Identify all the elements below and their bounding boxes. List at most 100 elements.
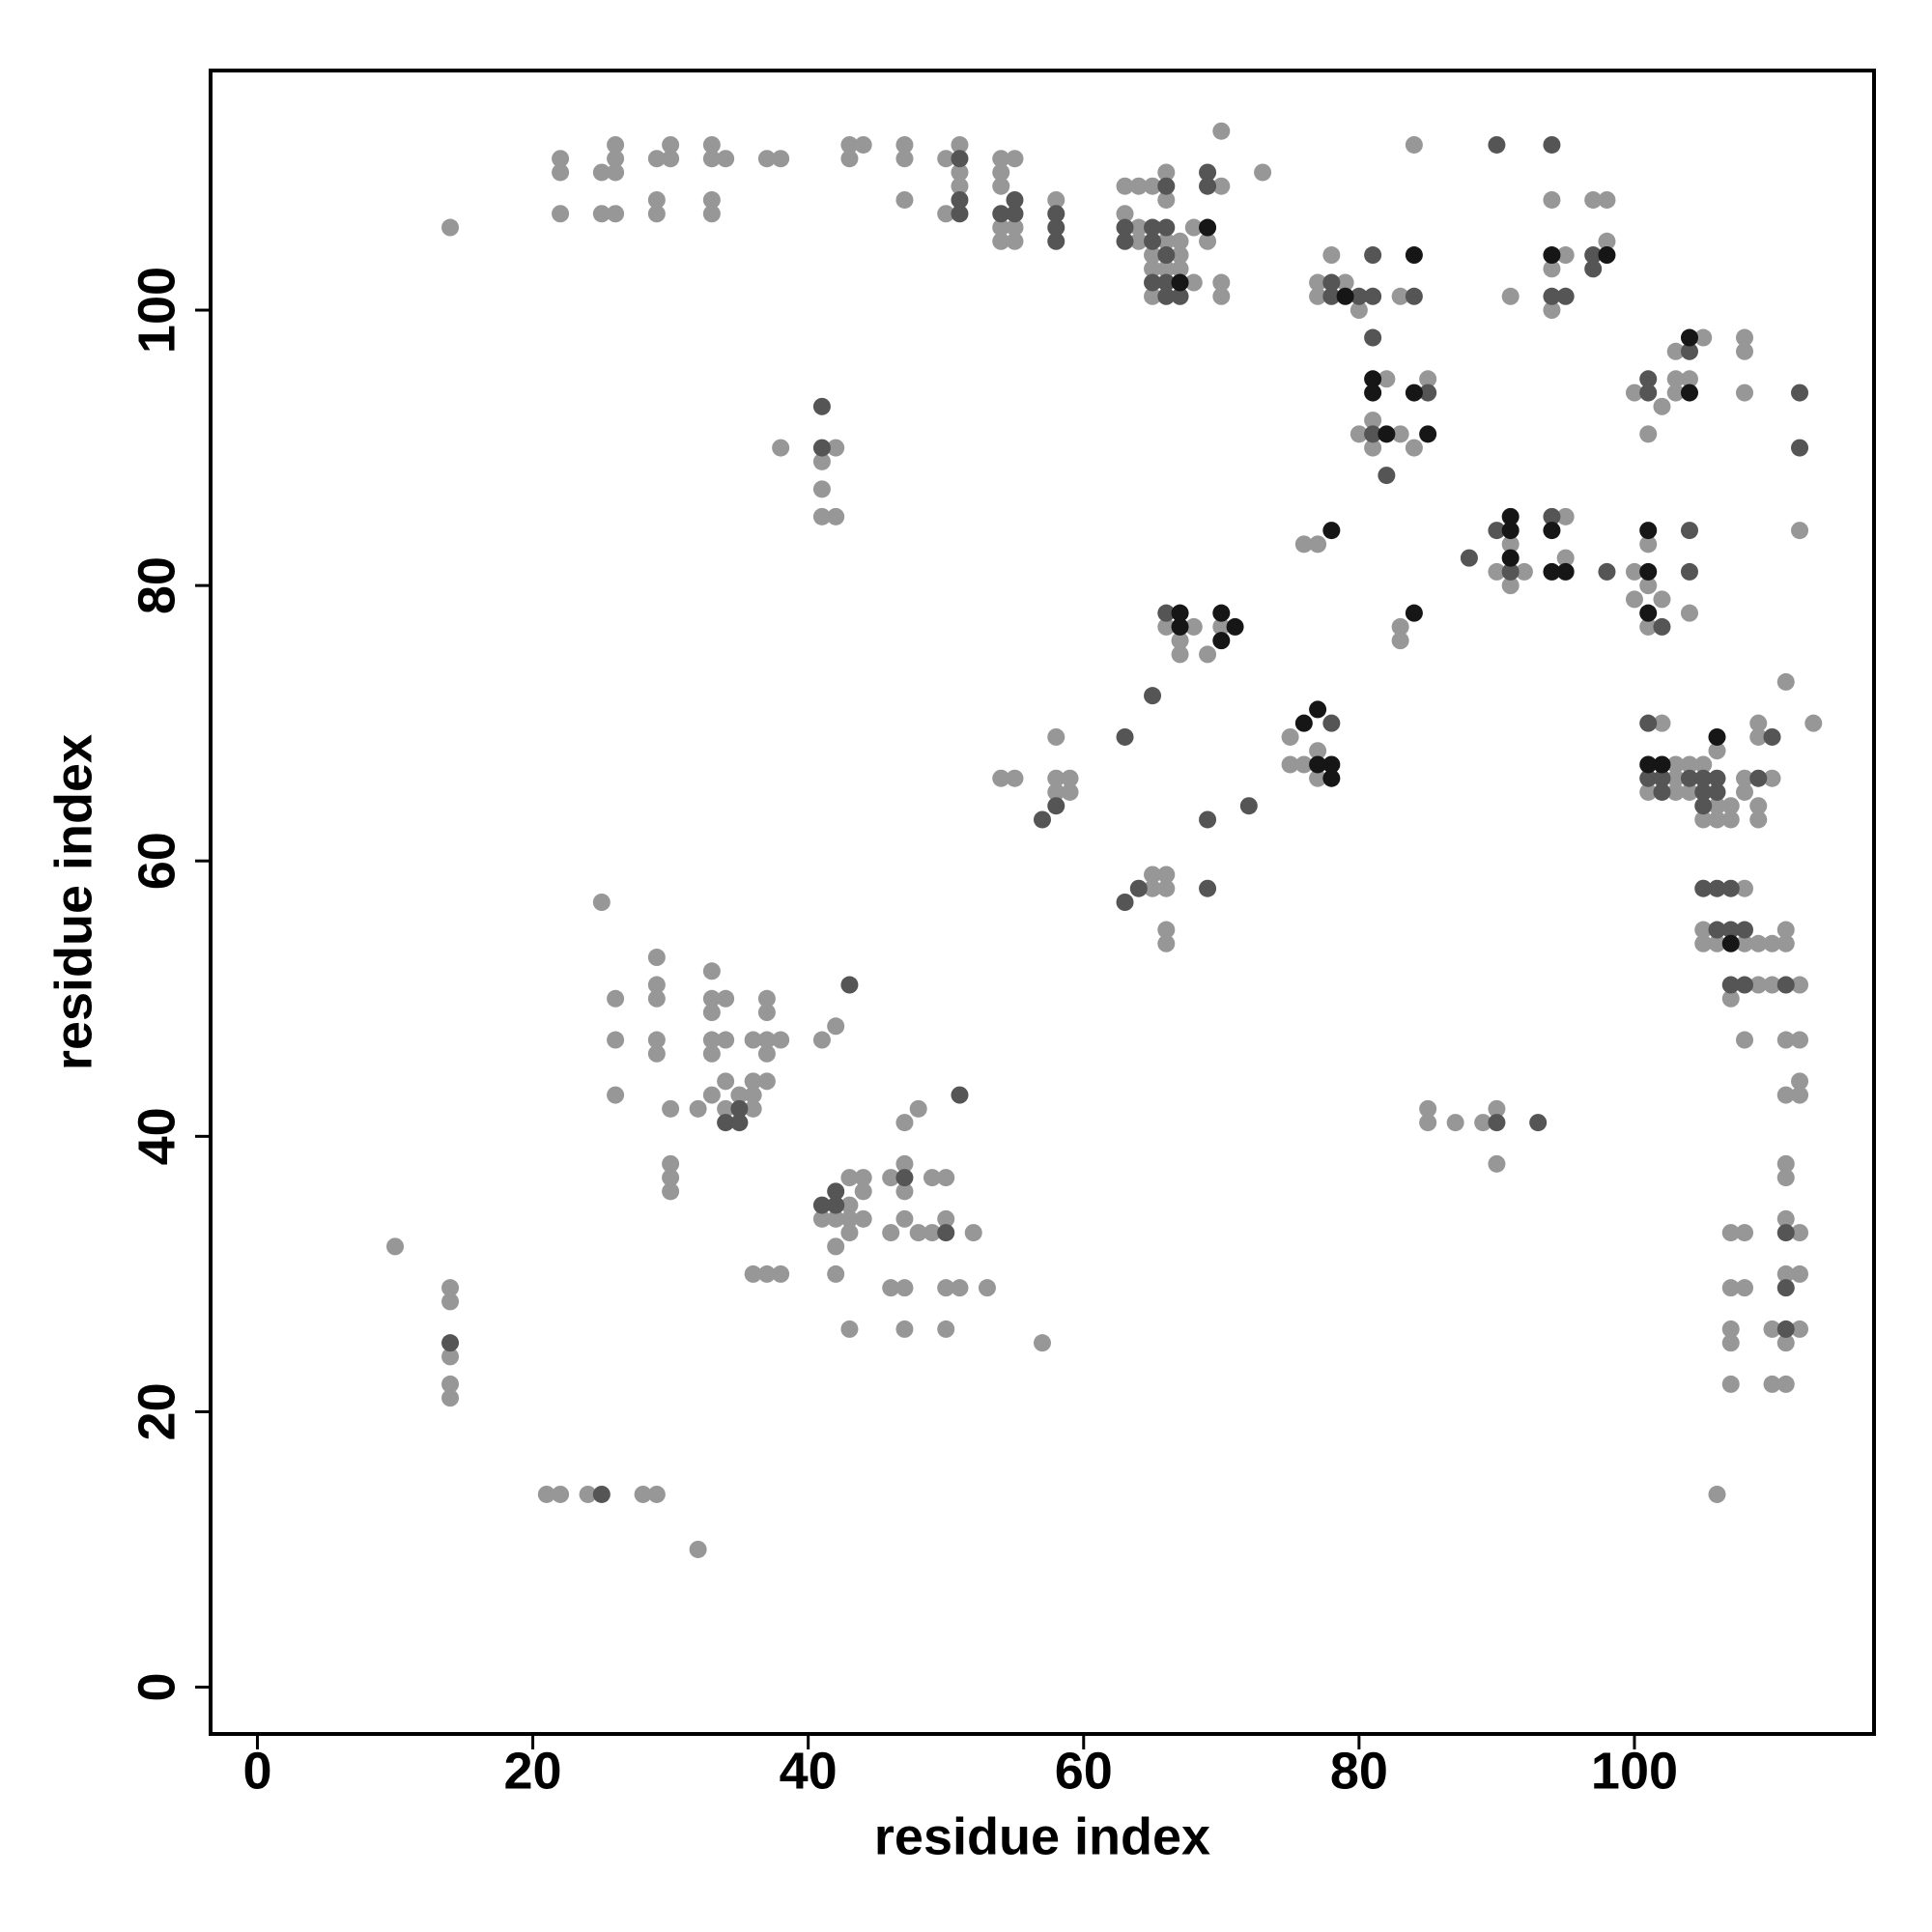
point — [1694, 797, 1713, 815]
point — [1171, 617, 1189, 636]
point — [1776, 934, 1795, 952]
point — [1776, 1264, 1795, 1283]
point — [1776, 672, 1795, 691]
point — [1721, 879, 1740, 897]
point — [662, 1169, 680, 1187]
point — [1212, 604, 1231, 622]
point — [441, 1348, 460, 1366]
point — [1791, 1264, 1809, 1283]
point — [1309, 700, 1327, 719]
point — [1625, 384, 1643, 402]
point — [937, 1169, 955, 1187]
point — [1129, 218, 1148, 237]
point — [1543, 260, 1561, 278]
point — [1736, 879, 1754, 897]
point — [662, 1182, 680, 1201]
point — [992, 769, 1010, 787]
point — [634, 1485, 652, 1503]
point — [1281, 755, 1299, 774]
point — [717, 1031, 735, 1049]
point — [1543, 522, 1561, 540]
point — [647, 949, 666, 967]
point — [1144, 879, 1162, 897]
point — [1157, 232, 1176, 250]
point — [1680, 604, 1698, 622]
point — [1157, 604, 1176, 622]
point — [1322, 769, 1341, 787]
point — [1680, 769, 1698, 787]
point — [1199, 218, 1217, 237]
point — [730, 1099, 749, 1118]
point — [1419, 370, 1437, 388]
point — [647, 1044, 666, 1063]
point — [1460, 549, 1478, 567]
point — [1791, 439, 1809, 457]
point — [923, 1224, 941, 1242]
point — [1543, 190, 1561, 209]
point — [1598, 562, 1616, 581]
point — [895, 1320, 914, 1338]
point — [1791, 1031, 1809, 1049]
point — [647, 190, 666, 209]
point — [1061, 769, 1079, 787]
point — [1776, 1224, 1795, 1242]
point — [1598, 246, 1616, 265]
point — [1239, 797, 1258, 815]
point — [647, 1031, 666, 1049]
point — [1639, 782, 1658, 801]
point — [1405, 135, 1423, 154]
y-tick-label: 0 — [128, 1673, 185, 1702]
y-tick-label: 100 — [128, 267, 185, 354]
point — [895, 1114, 914, 1132]
point — [1639, 384, 1658, 402]
point — [744, 1072, 762, 1091]
point — [1212, 122, 1231, 140]
point — [592, 894, 611, 911]
point — [1639, 535, 1658, 554]
point — [1763, 934, 1781, 952]
point — [937, 1320, 955, 1338]
point — [1666, 755, 1685, 774]
point — [1144, 246, 1162, 265]
point — [386, 1237, 405, 1256]
point — [1144, 866, 1162, 884]
point — [937, 1209, 955, 1228]
point — [1364, 425, 1382, 443]
point — [1721, 1320, 1740, 1338]
point — [1047, 797, 1065, 815]
point — [1736, 1279, 1754, 1297]
point — [1736, 384, 1754, 402]
point — [772, 1264, 790, 1283]
point — [840, 976, 859, 994]
point — [552, 163, 570, 182]
point — [607, 989, 625, 1008]
point — [1639, 617, 1658, 636]
point — [1666, 370, 1685, 388]
point — [964, 1224, 982, 1242]
point — [812, 1031, 831, 1049]
point — [1804, 714, 1823, 732]
point — [1721, 934, 1740, 952]
point — [772, 150, 790, 168]
point — [1708, 727, 1726, 746]
point — [1556, 507, 1575, 526]
point — [1749, 976, 1768, 994]
point — [552, 205, 570, 223]
point — [1364, 287, 1382, 305]
point — [592, 163, 611, 182]
point — [1625, 590, 1643, 609]
point — [1336, 287, 1354, 305]
point — [1556, 246, 1575, 265]
point — [1776, 1169, 1795, 1187]
point — [1294, 535, 1313, 554]
point — [951, 1279, 969, 1297]
point — [1666, 384, 1685, 402]
point — [840, 1196, 859, 1214]
point — [1543, 246, 1561, 265]
point — [1680, 370, 1698, 388]
point — [1309, 287, 1327, 305]
point — [1708, 921, 1726, 939]
point — [441, 1334, 460, 1352]
point — [812, 439, 831, 457]
